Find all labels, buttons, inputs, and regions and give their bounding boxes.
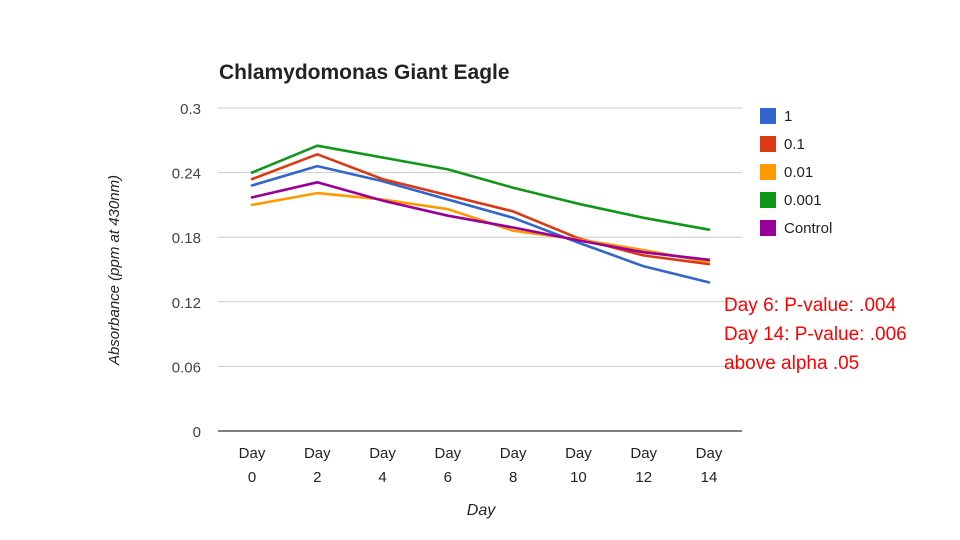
y-tick-label: 0.24 [172, 166, 201, 183]
x-tick-label: Day 12 [630, 445, 657, 486]
series-line-control [250, 181, 711, 262]
x-tick-label: Day 10 [565, 445, 592, 486]
legend-swatch [760, 164, 776, 180]
x-tick-label: Day 4 [369, 445, 396, 486]
x-tick-label: Day 2 [304, 445, 331, 486]
y-tick-label: 0 [193, 424, 201, 441]
x-tick-label: Day 8 [500, 445, 527, 486]
annotation-line-day14: Day 14: P-value: .006 [724, 324, 907, 345]
series-line-1 [250, 164, 711, 284]
legend-swatch [760, 108, 776, 124]
p-value-annotation: Day 6: P-value: .004 Day 14: P-value: .0… [724, 291, 958, 378]
y-tick-label: 0.3 [180, 101, 201, 118]
y-tick-label: 0.12 [172, 295, 201, 312]
y-axis-title: Absorbance (ppm at 430nm) [106, 175, 123, 366]
y-tick-label: 0.06 [172, 359, 201, 376]
legend-swatch [760, 220, 776, 236]
x-tick-label: Day 6 [435, 445, 462, 486]
legend-label: 0.01 [784, 164, 813, 181]
x-tick-label: Day 14 [696, 445, 723, 486]
series-line-0-01 [250, 191, 711, 264]
legend-swatch [760, 192, 776, 208]
legend-swatch [760, 136, 776, 152]
x-axis-title: Day [467, 502, 496, 519]
series-line-0-001 [250, 144, 711, 231]
annotation-line-day6: Day 6: P-value: .004 [724, 295, 897, 316]
chart-title: Chlamydomonas Giant Eagle [219, 61, 510, 84]
x-tick-label: Day 0 [239, 445, 266, 486]
y-tick-label: 0.18 [172, 230, 201, 247]
legend-label: 0.1 [784, 136, 805, 153]
legend-label: 1 [784, 108, 792, 125]
legend-label: 0.001 [784, 192, 822, 209]
annotation-line-alpha: above alpha .05 [724, 353, 860, 374]
legend-label: Control [784, 220, 832, 237]
series-line-0-1 [250, 153, 711, 266]
